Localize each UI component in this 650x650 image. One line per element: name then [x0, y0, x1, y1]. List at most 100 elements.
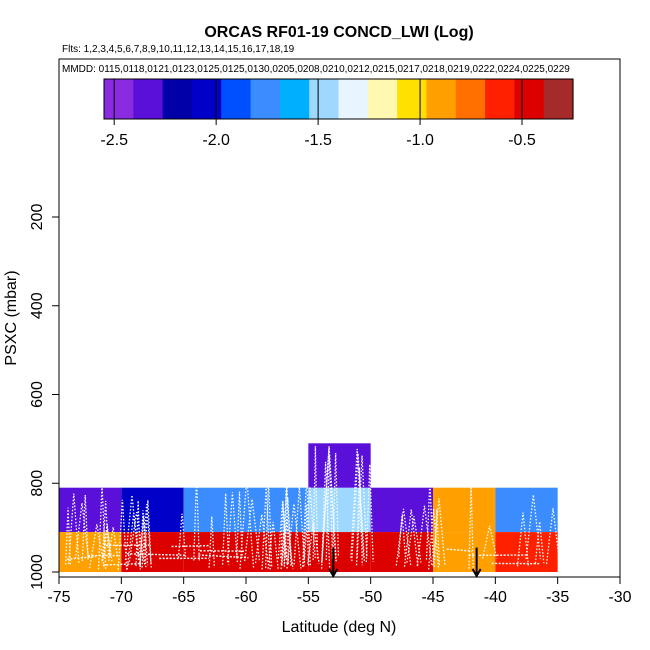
y-axis: 200 400 600 800 1000 [29, 204, 59, 590]
flight-track [117, 499, 128, 570]
colorbar-segment [455, 79, 486, 119]
flight-track [221, 493, 230, 565]
x-axis: -75 -70 -65 -60 -55 -50 -45 -40 -35 -30 [47, 577, 632, 606]
flight-track [432, 498, 446, 566]
heatmap-cell [433, 532, 496, 572]
x-tick-label: -70 [110, 589, 133, 606]
flight-track [141, 504, 152, 568]
y-tick-label: 600 [29, 381, 46, 408]
flight-track [350, 448, 365, 558]
y-tick-label: 800 [29, 470, 46, 497]
flight-track [67, 493, 80, 564]
flight-track [101, 500, 110, 561]
flight-track [312, 446, 319, 560]
flight-track [307, 522, 320, 564]
colorbar-segment [543, 79, 574, 119]
flight-track [356, 455, 368, 558]
flight-track [280, 521, 294, 570]
flight-track [139, 510, 147, 568]
flight-tracks [65, 446, 561, 570]
colorbar-segment [426, 79, 457, 119]
flight-track [198, 554, 249, 559]
flight-track [293, 486, 306, 565]
mmdd-label: MMDD: 0115,0118,0121,0123,0125,0125,0130… [62, 64, 570, 75]
arrow-markers [328, 547, 482, 579]
colorbar-segment [338, 79, 369, 119]
flight-track [303, 504, 310, 567]
x-axis-label: Latitude (deg N) [282, 619, 397, 636]
flight-track [283, 479, 290, 565]
colorbar-segment [367, 79, 398, 119]
flight-track [534, 521, 545, 564]
flight-track [406, 516, 422, 563]
colorbar-segment [279, 79, 310, 119]
flight-track [325, 454, 334, 561]
flight-track [135, 500, 142, 567]
x-tick-label: -45 [421, 589, 444, 606]
flight-track [74, 502, 90, 559]
colorbar [103, 78, 574, 120]
colorbar-segment [133, 79, 164, 119]
flight-track [236, 491, 243, 558]
flight-track [433, 509, 441, 567]
x-tick-label: -55 [297, 589, 320, 606]
colorbar-tick-label: -1.5 [304, 132, 332, 149]
flight-track [65, 507, 72, 565]
colorbar-segment [250, 79, 281, 119]
colorbar-segment [104, 79, 134, 119]
heatmap-cell [246, 487, 309, 533]
flight-track [171, 544, 210, 548]
y-tick-label: 1000 [29, 554, 46, 590]
flight-track [208, 516, 216, 568]
flight-track [261, 486, 271, 570]
x-tick-label: -40 [484, 589, 507, 606]
flight-track [88, 524, 105, 569]
flight-track [468, 483, 474, 569]
flight-track [545, 508, 561, 564]
flight-track [267, 521, 279, 569]
heatmap-cells [59, 443, 558, 572]
flight-track [102, 562, 141, 566]
flight-track [66, 555, 96, 560]
colorbar-tick-label: -0.5 [508, 132, 536, 149]
heatmap-cell [370, 532, 433, 572]
flights-subtitle: Flts: 1,2,3,4,5,6,7,8,9,10,11,12,13,14,1… [62, 44, 295, 55]
colorbar-segment [309, 79, 340, 119]
x-tick-label: -50 [359, 589, 382, 606]
heatmap-cell [308, 532, 371, 572]
x-tick-label: -60 [234, 589, 257, 606]
colorbar-segment [514, 79, 545, 119]
flight-track [403, 509, 419, 567]
y-axis-label: PSXC (mbar) [3, 270, 20, 365]
heatmap-cell [121, 532, 184, 572]
flight-track [446, 548, 472, 552]
flight-track [303, 486, 316, 559]
flight-track [355, 467, 363, 566]
colorbar-border [103, 78, 574, 120]
flight-track [395, 508, 412, 566]
flight-track [365, 464, 374, 563]
flight-track [239, 478, 255, 569]
flight-track [416, 505, 433, 567]
flight-track [321, 446, 337, 563]
flight-track [516, 512, 530, 567]
heatmap-cell [121, 487, 184, 533]
y-tick-label: 200 [29, 204, 46, 231]
x-tick-label: -65 [172, 589, 195, 606]
colorbar-tick-label: -2.0 [202, 132, 230, 149]
arrow-marker-head [328, 568, 339, 579]
flight-track [332, 452, 340, 557]
flight-track [427, 508, 440, 570]
chart-title: ORCAS RF01-19 CONCD_LWI (Log) [204, 24, 473, 41]
plot-frame [58, 58, 621, 578]
heatmap-cell [433, 487, 496, 533]
heatmap-cell [495, 487, 558, 533]
colorbar-ticks: -2.5 -2.0 -1.5 -1.0 -0.5 [100, 79, 536, 149]
colorbar-segment [221, 79, 252, 119]
colorbar-segment [397, 79, 428, 119]
flight-track [398, 513, 407, 558]
heatmap-cell [370, 487, 433, 533]
flight-track [126, 553, 187, 556]
flight-track [177, 513, 187, 558]
